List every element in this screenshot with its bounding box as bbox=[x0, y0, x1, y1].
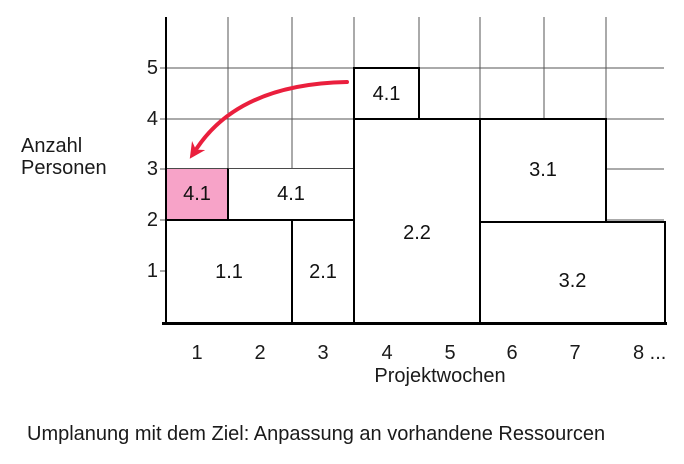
task-box-2.2: 2.2 bbox=[353, 118, 481, 325]
y-tick-4: 4 bbox=[146, 108, 158, 130]
task-box-2.1: 2.1 bbox=[291, 219, 355, 325]
task-box-4.1-highlighted: 4.1 bbox=[165, 168, 229, 221]
x-tick-1: 1 bbox=[191, 342, 203, 364]
task-box-label: 3.1 bbox=[529, 159, 557, 181]
task-box-label: 3.2 bbox=[558, 269, 587, 292]
x-tick-2: 2 bbox=[254, 342, 266, 364]
task-box-label: 2.1 bbox=[309, 260, 337, 283]
task-box-label: 4.1 bbox=[183, 182, 211, 205]
replanning-arrow bbox=[189, 80, 349, 159]
y-axis-title: Anzahl Personen bbox=[21, 135, 107, 179]
x-tick-3: 3 bbox=[317, 342, 329, 364]
x-tick-8-ellipsis: 8 ... bbox=[633, 342, 667, 364]
x-tick-5: 5 bbox=[444, 342, 456, 364]
y-axis-title-line1: Anzahl bbox=[21, 135, 83, 157]
task-box-label: 4.1 bbox=[277, 182, 305, 205]
task-box-1.1: 1.1 bbox=[165, 219, 293, 325]
task-box-3.2: 3.2 bbox=[479, 221, 666, 325]
x-axis-title: Projektwochen bbox=[374, 365, 506, 387]
task-box-3.1: 3.1 bbox=[479, 118, 607, 223]
caption: Umplanung mit dem Ziel: Anpassung an vor… bbox=[27, 423, 606, 445]
task-box-4.1-weeks-2-3: 4.1 bbox=[227, 168, 355, 221]
y-tick-5: 5 bbox=[146, 57, 158, 79]
y-axis-title-line2: Personen bbox=[21, 157, 107, 179]
y-tick-3: 3 bbox=[146, 158, 158, 180]
x-tick-4: 4 bbox=[381, 342, 393, 364]
task-box-label: 1.1 bbox=[215, 260, 243, 283]
task-box-label: 4.1 bbox=[372, 82, 401, 105]
y-tick-2: 2 bbox=[146, 209, 158, 231]
y-tick-1: 1 bbox=[146, 260, 158, 282]
task-box-4.1-week-4: 4.1 bbox=[353, 67, 420, 121]
x-tick-7: 7 bbox=[569, 342, 581, 364]
x-tick-6: 6 bbox=[506, 342, 518, 364]
task-box-label: 2.2 bbox=[403, 222, 431, 244]
